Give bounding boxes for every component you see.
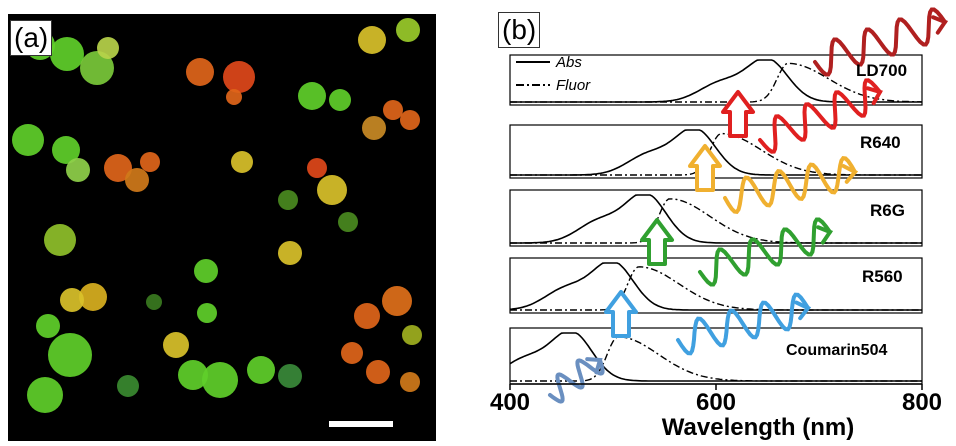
droplet [194, 259, 218, 283]
emission-wave [758, 78, 882, 154]
dye-label-r560: R560 [862, 267, 903, 286]
fluor-curve-r640 [510, 132, 922, 176]
fluor-curve-r560 [510, 266, 922, 311]
droplet [231, 151, 253, 173]
fluor-curve-coumarin504 [510, 336, 922, 382]
emission-wave [723, 155, 857, 215]
droplet [125, 168, 149, 192]
emission-wave-head [841, 164, 859, 184]
spectrum-box [509, 54, 923, 106]
droplet [362, 116, 386, 140]
spectra-curves [509, 59, 923, 382]
legend: Abs Fluor [516, 54, 591, 94]
droplet [402, 325, 422, 345]
fluor-curve-r6g [510, 198, 922, 244]
droplet [298, 82, 326, 110]
droplet [60, 288, 84, 312]
droplet [317, 175, 347, 205]
panel-a-label: (a) [10, 20, 53, 56]
droplet [52, 136, 80, 164]
fluor-curve-ld700 [510, 62, 923, 103]
droplet [79, 283, 107, 311]
droplet [146, 294, 162, 310]
emission-wave-head [816, 225, 834, 245]
droplet [12, 124, 44, 156]
droplet [104, 154, 132, 182]
emission-wave [676, 292, 810, 356]
scale-bar [329, 421, 393, 427]
excitation-arrows [604, 90, 755, 338]
legend-fluor-label: Fluor [556, 77, 591, 94]
dye-label-ld700: LD700 [856, 61, 907, 80]
emission-wave [698, 217, 832, 287]
spectra-boxes [509, 54, 923, 385]
x-tick-label: 600 [696, 389, 736, 416]
x-axis: 400 600 800 [490, 383, 942, 416]
abs-curve-r6g [510, 194, 922, 244]
spectrum-box [509, 124, 923, 179]
droplet [247, 356, 275, 384]
spectra-chart: Abs Fluor LD700 R640 R6G R560 Coumarin50… [490, 7, 949, 441]
droplet [396, 18, 420, 42]
droplet [400, 110, 420, 130]
droplet [366, 360, 390, 384]
droplet [178, 360, 208, 390]
droplet [278, 364, 302, 388]
droplet [66, 158, 90, 182]
excitation-arrow [604, 290, 638, 338]
droplet [44, 224, 76, 256]
droplet [383, 100, 403, 120]
dye-label-r640: R640 [860, 133, 901, 152]
droplet [338, 212, 358, 232]
droplet [97, 37, 119, 59]
droplet [278, 190, 298, 210]
droplet [27, 377, 63, 413]
droplet [354, 303, 380, 329]
excitation-arrow [640, 218, 674, 266]
droplet [50, 37, 84, 71]
droplet [307, 158, 327, 178]
dye-label-r6g: R6G [870, 201, 905, 220]
abs-curve-ld700 [510, 59, 922, 103]
droplet [278, 241, 302, 265]
droplet [202, 362, 238, 398]
emission-wave-head [865, 86, 883, 106]
droplet [163, 332, 189, 358]
droplet [226, 89, 242, 105]
droplet [329, 89, 351, 111]
x-tick-label: 400 [490, 389, 530, 416]
droplet [223, 61, 255, 93]
droplet [140, 152, 160, 172]
emission-wave-head [931, 15, 949, 35]
spectrum-box [509, 189, 923, 247]
droplet [341, 342, 363, 364]
dye-label-coumarin504: Coumarin504 [786, 342, 887, 359]
excitation-arrow [688, 144, 722, 192]
excitation-arrow [721, 90, 755, 138]
emission-wave-head [794, 300, 812, 321]
droplet [48, 333, 92, 377]
droplet [400, 372, 420, 392]
emission-waves [548, 7, 949, 404]
panel-b-label: (b) [498, 12, 541, 48]
micrograph-image [8, 14, 436, 441]
droplets-group [12, 18, 422, 413]
x-tick-label: 800 [902, 389, 942, 416]
droplet [117, 375, 139, 397]
droplet [358, 26, 386, 54]
legend-abs-label: Abs [555, 54, 582, 71]
x-axis-title: Wavelength (nm) [662, 414, 854, 441]
droplet [197, 303, 217, 323]
emission-wave-head [585, 357, 603, 375]
emission-wave [813, 7, 947, 77]
micrograph-panel: (a) [0, 0, 440, 441]
droplet [80, 51, 114, 85]
droplet [382, 286, 412, 316]
droplet [186, 58, 214, 86]
spectra-panel: Abs Fluor LD700 R640 R6G R560 Coumarin50… [490, 0, 956, 441]
droplet [36, 314, 60, 338]
